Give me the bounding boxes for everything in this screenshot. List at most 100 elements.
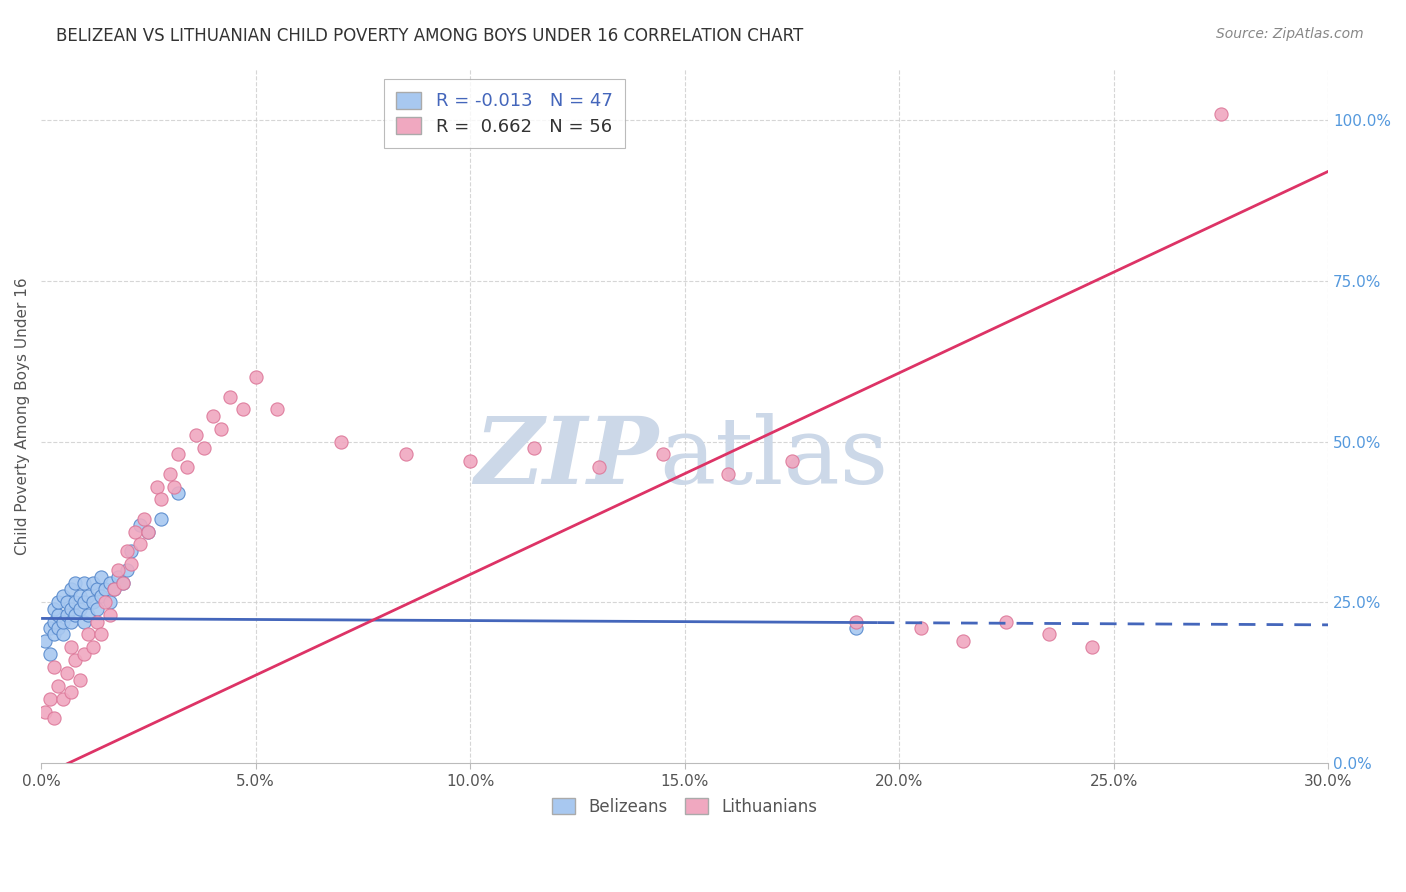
Point <box>458 454 481 468</box>
Point <box>163 479 186 493</box>
Point <box>46 608 69 623</box>
Point <box>73 647 96 661</box>
Point <box>588 460 610 475</box>
Point <box>34 705 56 719</box>
Point <box>51 691 73 706</box>
Point <box>65 595 87 609</box>
Point <box>65 653 87 667</box>
Legend: Belizeans, Lithuanians: Belizeans, Lithuanians <box>544 789 825 824</box>
Point <box>86 601 108 615</box>
Point <box>46 679 69 693</box>
Point <box>56 595 79 609</box>
Point <box>94 595 117 609</box>
Point <box>103 582 125 597</box>
Point <box>103 582 125 597</box>
Point <box>90 627 112 641</box>
Point <box>46 621 69 635</box>
Point <box>845 615 868 629</box>
Point <box>82 595 104 609</box>
Point <box>56 666 79 681</box>
Point <box>82 640 104 655</box>
Point <box>193 441 215 455</box>
Point <box>42 601 65 615</box>
Point <box>218 390 240 404</box>
Text: Source: ZipAtlas.com: Source: ZipAtlas.com <box>1216 27 1364 41</box>
Point <box>266 402 288 417</box>
Point <box>201 409 224 423</box>
Point <box>128 518 150 533</box>
Point <box>98 576 121 591</box>
Point <box>86 582 108 597</box>
Point <box>73 576 96 591</box>
Point <box>42 627 65 641</box>
Point <box>167 447 190 461</box>
Point <box>146 479 169 493</box>
Point <box>120 544 142 558</box>
Point <box>60 615 83 629</box>
Point <box>138 524 160 539</box>
Point <box>69 589 91 603</box>
Point <box>176 460 198 475</box>
Point <box>952 634 974 648</box>
Y-axis label: Child Poverty Among Boys Under 16: Child Poverty Among Boys Under 16 <box>15 277 30 555</box>
Point <box>51 589 73 603</box>
Point <box>98 595 121 609</box>
Point <box>115 544 138 558</box>
Point <box>38 647 60 661</box>
Point <box>652 447 675 461</box>
Point <box>60 601 83 615</box>
Point <box>69 673 91 687</box>
Point <box>523 441 546 455</box>
Point <box>56 608 79 623</box>
Point <box>132 512 155 526</box>
Point <box>82 576 104 591</box>
Point <box>42 711 65 725</box>
Point <box>69 601 91 615</box>
Point <box>60 640 83 655</box>
Point <box>77 608 100 623</box>
Point <box>42 659 65 673</box>
Point <box>910 621 932 635</box>
Point <box>107 563 129 577</box>
Point <box>73 595 96 609</box>
Point <box>38 621 60 635</box>
Point <box>42 615 65 629</box>
Point <box>1081 640 1104 655</box>
Point <box>73 615 96 629</box>
Point <box>150 492 173 507</box>
Text: ZIP: ZIP <box>475 412 659 502</box>
Point <box>77 589 100 603</box>
Point <box>51 627 73 641</box>
Point <box>46 595 69 609</box>
Point <box>150 512 173 526</box>
Point <box>780 454 803 468</box>
Point <box>60 685 83 699</box>
Point <box>86 615 108 629</box>
Point <box>120 557 142 571</box>
Text: atlas: atlas <box>659 412 889 502</box>
Point <box>34 634 56 648</box>
Point <box>159 467 181 481</box>
Point <box>107 569 129 583</box>
Point <box>65 576 87 591</box>
Point <box>245 370 267 384</box>
Point <box>65 608 87 623</box>
Point <box>60 582 83 597</box>
Point <box>115 563 138 577</box>
Point <box>98 608 121 623</box>
Point <box>111 576 134 591</box>
Point <box>124 524 146 539</box>
Point <box>845 621 868 635</box>
Point <box>94 582 117 597</box>
Point <box>995 615 1018 629</box>
Point <box>90 569 112 583</box>
Point <box>90 589 112 603</box>
Point <box>1038 627 1060 641</box>
Point <box>330 434 353 449</box>
Point <box>38 691 60 706</box>
Point <box>184 428 207 442</box>
Point <box>716 467 738 481</box>
Point <box>395 447 418 461</box>
Point <box>77 627 100 641</box>
Point <box>232 402 254 417</box>
